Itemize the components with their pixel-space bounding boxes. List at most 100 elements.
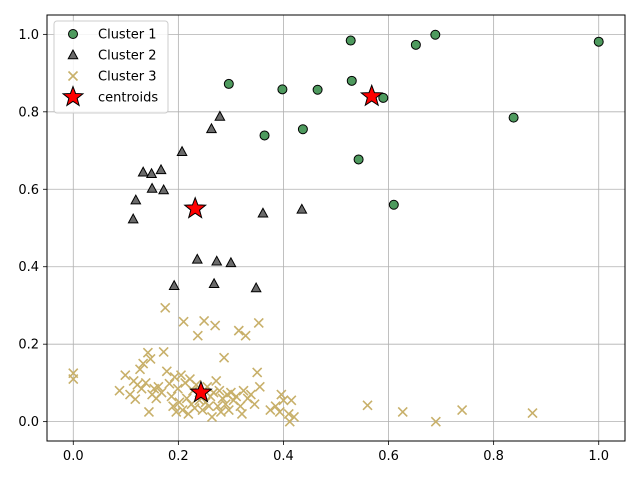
data-point [136,383,147,394]
data-point [245,389,256,400]
data-point [276,389,287,400]
x-tick-label: 0.8 [483,449,504,464]
data-point [146,182,158,193]
legend-box [53,20,169,114]
x-tick-label: 1.0 [588,449,609,464]
series-cluster-1 [223,29,604,210]
data-point [211,255,223,266]
data-point [172,383,183,394]
legend-marker [67,70,79,82]
data-point [178,316,189,327]
data-point [254,381,265,392]
data-point [527,408,538,419]
data-point [593,36,604,47]
data-point [288,411,300,423]
data-point [274,406,285,418]
data-point [142,347,153,358]
data-point [223,78,234,89]
data-point [508,112,519,123]
legend-marker [61,85,85,107]
data-point [191,253,203,264]
data-point [134,364,146,375]
data-point [220,399,231,410]
data-point [175,370,187,381]
data-point [257,207,269,218]
series-centroids [183,83,384,403]
data-point [120,370,131,381]
data-point [297,124,308,135]
data-point [278,395,289,406]
data-point [140,377,151,388]
data-point [127,213,139,224]
data-point [253,317,264,328]
data-point [225,256,237,268]
data-point [346,75,357,86]
data-point [457,404,468,416]
data-point [410,39,421,50]
data-point [199,315,210,327]
data-point [388,199,399,210]
data-point [286,395,297,406]
data-point [156,387,167,398]
data-point [153,381,164,392]
data-point [197,404,208,416]
data-point [145,167,158,179]
centroid-point [189,380,213,403]
x-tick-label: 0.2 [168,449,189,464]
data-point [155,163,167,175]
data-point [212,401,223,412]
data-point [208,277,220,289]
y-tick-label: 0.8 [18,105,39,120]
series-cluster-3 [68,302,538,427]
data-point [378,92,389,103]
legend-label: centroids [98,91,158,106]
data-point [312,84,323,95]
data-point [238,385,249,396]
data-point [174,397,185,408]
data-point [353,154,364,165]
y-tick-label: 0.2 [18,338,39,353]
y-tick-label: 1.0 [18,28,39,43]
legend-marker [68,29,78,39]
data-point [233,325,244,336]
data-point [296,203,308,214]
data-point [265,404,276,416]
data-point [143,406,155,418]
data-point [164,378,175,389]
data-point [362,400,373,411]
data-point [168,279,180,290]
data-point [166,391,177,402]
y-tick-label: 0.4 [18,260,39,275]
data-point [168,401,179,412]
data-point [138,358,149,369]
data-point [249,399,260,410]
data-point [161,366,172,377]
centroid-point [359,83,384,107]
centroid-point [183,196,208,219]
x-tick-label: 0.6 [378,449,399,464]
legend-label: Cluster 1 [98,28,157,43]
data-point [145,353,156,364]
data-point [236,408,248,419]
x-tick-label: 0.0 [63,449,84,464]
data-point [130,394,141,405]
data-point [176,145,188,156]
data-point [430,29,441,40]
data-point [240,330,251,341]
plot-points [68,29,604,427]
data-point [205,122,218,134]
x-tick-label: 0.4 [273,449,294,464]
data-point [171,406,182,418]
data-point [250,281,262,293]
data-point [215,406,226,418]
y-tick-label: 0.6 [18,183,39,198]
plot-frame [46,14,626,442]
data-point [225,387,236,398]
data-point [223,404,234,416]
legend-entry: Cluster 3 [67,70,157,85]
y-tick-label: 0.0 [18,415,39,430]
data-point [214,385,225,396]
data-point [270,401,281,412]
data-point [68,373,79,385]
